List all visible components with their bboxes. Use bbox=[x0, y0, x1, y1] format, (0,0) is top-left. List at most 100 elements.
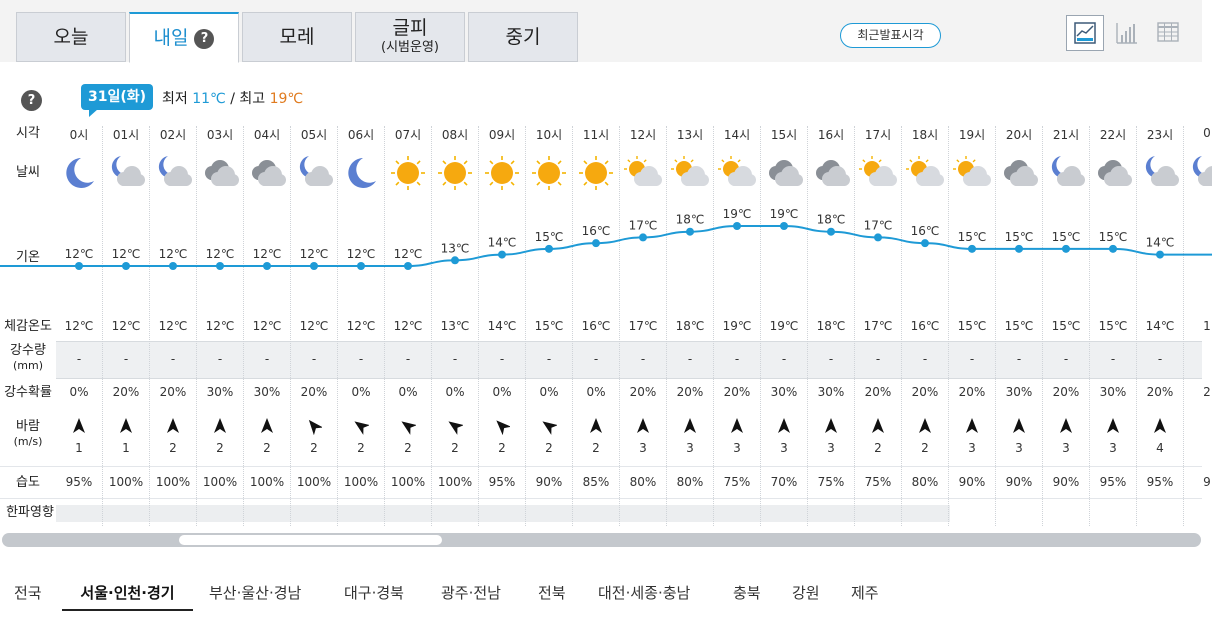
row-label-wind: 바람 (m/s) bbox=[0, 419, 56, 449]
cloudy-icon bbox=[252, 160, 286, 186]
wind-speed-value: 3 bbox=[1109, 441, 1117, 455]
column-separator bbox=[1042, 126, 1043, 526]
precip-value: - bbox=[781, 352, 787, 366]
region-tab[interactable]: 대구·경북 bbox=[344, 584, 404, 602]
temperature-point bbox=[263, 262, 271, 270]
column-separator bbox=[290, 126, 291, 526]
temperature-label: 18℃ bbox=[676, 213, 705, 227]
row-label-humidity: 습도 bbox=[16, 475, 40, 490]
hour-label: 07시 bbox=[394, 128, 422, 142]
row-label-cold: 한파영향 bbox=[6, 505, 54, 520]
pop-value: 0% bbox=[351, 385, 371, 399]
table-view-button[interactable] bbox=[1152, 15, 1190, 51]
column-separator bbox=[713, 126, 714, 526]
wind-speed-value: 3 bbox=[733, 441, 741, 455]
temperature-point bbox=[1062, 244, 1070, 253]
region-tab[interactable]: 전국 bbox=[14, 584, 42, 602]
tab-tomorrow[interactable]: 내일? bbox=[129, 12, 239, 63]
humidity-value: 100% bbox=[155, 475, 191, 489]
region-tab[interactable]: 광주·전남 bbox=[441, 584, 501, 602]
moon-icon bbox=[66, 158, 94, 188]
wind-direction-icon bbox=[496, 420, 510, 435]
feels-like-value: 12℃ bbox=[346, 319, 376, 333]
pop-value: 20% bbox=[723, 385, 751, 399]
humidity-value: 75% bbox=[817, 475, 845, 489]
sun-icon bbox=[485, 156, 519, 190]
temperature-label: 18℃ bbox=[817, 213, 846, 227]
recent-release-button[interactable]: 최근발표시각 bbox=[840, 23, 941, 48]
feels-like-value: 17℃ bbox=[863, 319, 893, 333]
column-separator bbox=[760, 126, 761, 526]
feels-like-value: 15℃ bbox=[1098, 319, 1128, 333]
temperature-label: 16℃ bbox=[582, 224, 611, 238]
column-separator bbox=[384, 126, 385, 526]
tab-today[interactable]: 오늘 bbox=[16, 12, 126, 62]
min-label: 최저 bbox=[162, 91, 188, 107]
region-tab[interactable]: 서울·인천·경기 bbox=[62, 582, 193, 611]
wind-speed-value: 2 bbox=[592, 441, 600, 455]
column-separator bbox=[102, 126, 103, 526]
precip-value: - bbox=[969, 352, 975, 366]
temperature-point bbox=[639, 233, 647, 242]
pop-value: 30% bbox=[1005, 385, 1033, 399]
column-separator bbox=[1136, 126, 1137, 526]
wind-direction-icon bbox=[684, 418, 696, 433]
wind-direction-icon bbox=[354, 421, 369, 435]
pop-value: 30% bbox=[817, 385, 845, 399]
sun-icon bbox=[579, 156, 613, 190]
pop-value: 0% bbox=[398, 385, 418, 399]
temperature-label: 17℃ bbox=[864, 218, 893, 232]
precip-value: - bbox=[123, 352, 129, 366]
tab-third-day[interactable]: 글피 (시범운영) bbox=[355, 12, 465, 62]
hour-label: 17시 bbox=[864, 128, 892, 142]
region-nav: 전국 서울·인천·경기 부산·울산·경남 대구·경북 광주·전남 전북 대전·세종·충남 충북… bbox=[0, 572, 1212, 622]
region-tab[interactable]: 강원 bbox=[792, 584, 820, 602]
humidity-value: 100% bbox=[108, 475, 144, 489]
feels-like-value: 15℃ bbox=[1051, 319, 1081, 333]
column-separator bbox=[525, 126, 526, 526]
humidity-value: 70% bbox=[770, 475, 798, 489]
column-separator bbox=[619, 126, 620, 526]
precip-value: - bbox=[593, 352, 599, 366]
moon-cloud-icon bbox=[111, 156, 145, 186]
hour-label: 08시 bbox=[441, 128, 469, 142]
precip-value: - bbox=[264, 352, 270, 366]
tab-day-after[interactable]: 모레 bbox=[242, 12, 352, 62]
max-value: 19℃ bbox=[269, 91, 304, 107]
feels-like-value: 12℃ bbox=[158, 319, 188, 333]
wind-speed-value: 2 bbox=[263, 441, 271, 455]
wind-speed-value: 3 bbox=[827, 441, 835, 455]
region-tab[interactable]: 대전·세종·충남 bbox=[598, 584, 691, 602]
bar-view-button[interactable] bbox=[1111, 15, 1149, 51]
wind-speed-value: 2 bbox=[404, 441, 412, 455]
tab-midterm[interactable]: 중기 bbox=[468, 12, 578, 62]
cold-impact-bar bbox=[56, 505, 950, 522]
feels-like-value: 12℃ bbox=[299, 319, 329, 333]
precip-value: - bbox=[640, 352, 646, 366]
tab-label: 중기 bbox=[505, 26, 541, 48]
row-label-time: 시각 bbox=[16, 126, 40, 141]
column-separator bbox=[572, 126, 573, 526]
wind-speed-value: 3 bbox=[639, 441, 647, 455]
precip-label: 강수량 bbox=[10, 343, 46, 358]
scroll-thumb[interactable] bbox=[179, 535, 442, 545]
feels-like-value: 18℃ bbox=[816, 319, 846, 333]
precip-value: - bbox=[922, 352, 928, 366]
temperature-label: 15℃ bbox=[958, 230, 987, 244]
region-tab[interactable]: 전북 bbox=[538, 584, 566, 602]
help-icon[interactable]: ? bbox=[194, 28, 215, 49]
region-tab[interactable]: 부산·울산·경남 bbox=[209, 584, 302, 602]
cloudy-icon bbox=[1004, 160, 1038, 186]
temperature-label: 14℃ bbox=[1146, 236, 1175, 250]
region-tab[interactable]: 제주 bbox=[851, 584, 879, 602]
pop-value: 30% bbox=[253, 385, 281, 399]
precip-value: - bbox=[875, 352, 881, 366]
wind-speed-value: 2 bbox=[921, 441, 929, 455]
humidity-value: 100% bbox=[343, 475, 379, 489]
help-icon[interactable]: ? bbox=[21, 90, 42, 111]
cloudy-icon bbox=[1098, 160, 1132, 186]
hour-label: 01시 bbox=[112, 128, 140, 142]
horizontal-scrollbar[interactable] bbox=[2, 533, 1201, 547]
graph-view-button[interactable] bbox=[1066, 15, 1104, 51]
region-tab[interactable]: 충북 bbox=[733, 584, 761, 602]
